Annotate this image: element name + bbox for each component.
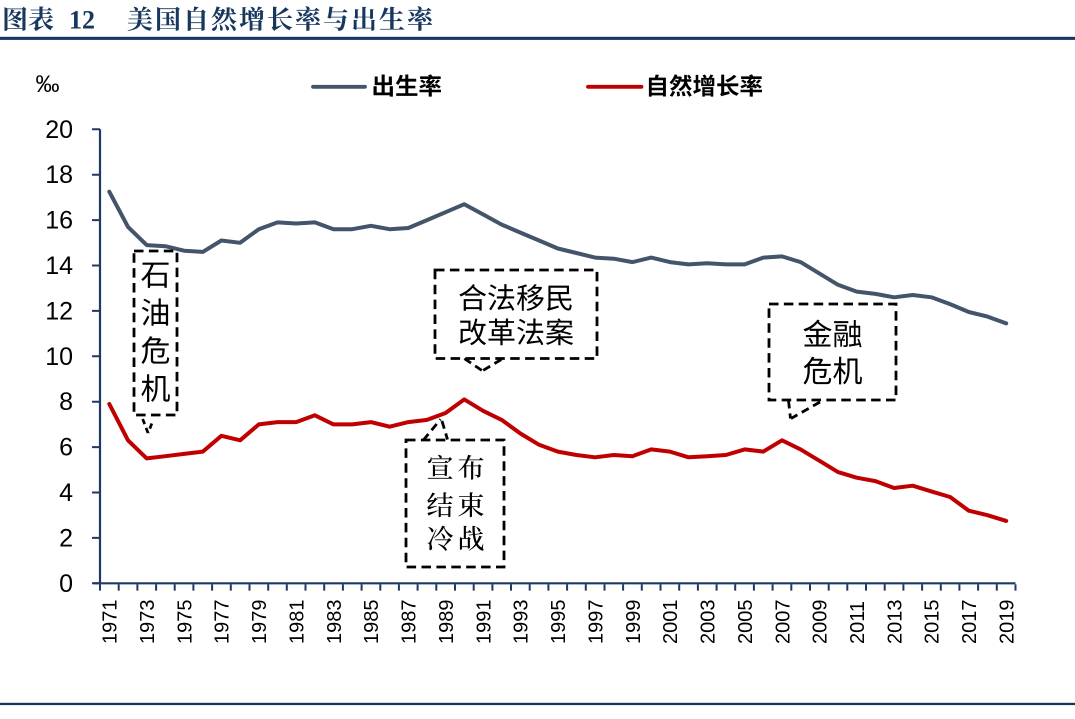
svg-text:20: 20 [45,116,73,144]
svg-text:12: 12 [45,297,73,325]
svg-text:16: 16 [45,207,73,235]
svg-text:1989: 1989 [436,600,458,645]
svg-text:1971: 1971 [100,600,122,645]
svg-text:1987: 1987 [399,600,421,645]
svg-text:2005: 2005 [735,600,757,645]
svg-text:6: 6 [59,434,73,462]
svg-text:14: 14 [45,252,73,280]
svg-text:1983: 1983 [324,600,346,645]
svg-text:2013: 2013 [884,600,906,645]
svg-text:1993: 1993 [511,600,533,645]
svg-text:2017: 2017 [959,600,981,645]
svg-text:2003: 2003 [698,600,720,645]
svg-text:1977: 1977 [212,600,234,645]
svg-text:4: 4 [59,479,73,507]
svg-text:0: 0 [59,570,73,598]
svg-text:1991: 1991 [473,600,495,645]
svg-text:1995: 1995 [548,600,570,645]
svg-text:1975: 1975 [174,600,196,645]
svg-text:1981: 1981 [287,600,309,645]
svg-text:1999: 1999 [623,600,645,645]
svg-text:2: 2 [59,524,73,552]
svg-text:‰: ‰ [36,71,60,98]
svg-text:2019: 2019 [997,600,1019,645]
svg-text:2009: 2009 [810,600,832,645]
svg-text:12: 12 [69,6,95,35]
svg-text:2011: 2011 [847,601,869,644]
svg-text:2015: 2015 [922,600,944,645]
svg-text:2001: 2001 [660,600,682,645]
svg-text:10: 10 [45,343,73,371]
svg-text:1973: 1973 [137,600,159,645]
svg-text:8: 8 [59,388,73,416]
svg-text:2007: 2007 [772,600,794,645]
svg-text:1979: 1979 [249,600,271,645]
svg-text:18: 18 [45,161,73,189]
svg-text:1997: 1997 [585,600,607,645]
svg-text:1985: 1985 [361,600,383,645]
